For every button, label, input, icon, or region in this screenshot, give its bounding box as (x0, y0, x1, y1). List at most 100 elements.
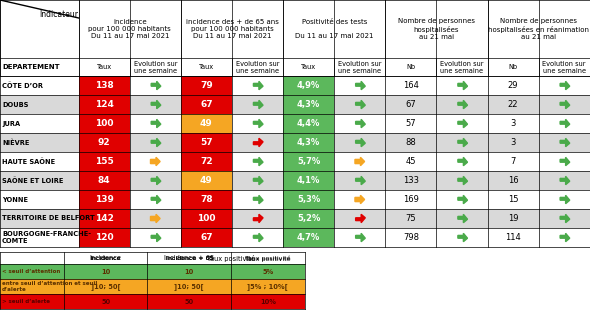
Text: Taux positivité: Taux positivité (245, 256, 290, 262)
Text: Nombre de personnes
hospitalisées
au 21 mai: Nombre de personnes hospitalisées au 21 … (398, 18, 475, 40)
Text: 798: 798 (403, 233, 419, 242)
Polygon shape (560, 176, 570, 185)
Polygon shape (253, 100, 263, 109)
Bar (283, 95, 334, 114)
Bar (0, 171, 590, 190)
Polygon shape (356, 176, 365, 185)
Text: 67: 67 (200, 233, 213, 242)
Bar (181, 95, 232, 114)
Text: Incidence + 65: Incidence + 65 (166, 257, 213, 262)
Text: TERRITOIRE DE BELFORT: TERRITOIRE DE BELFORT (2, 215, 95, 221)
Text: 138: 138 (95, 81, 113, 90)
Bar (0, 133, 590, 152)
Polygon shape (356, 119, 365, 128)
Bar (79, 190, 130, 209)
Text: 49: 49 (200, 176, 213, 185)
Polygon shape (560, 138, 570, 147)
Text: 142: 142 (95, 214, 113, 223)
Polygon shape (253, 233, 263, 242)
Polygon shape (560, 81, 570, 90)
Bar (0, 152, 590, 171)
Bar (283, 152, 334, 171)
Bar (79, 95, 130, 114)
Text: ]10; 50[: ]10; 50[ (91, 283, 121, 290)
Text: Taux positivité: Taux positivité (207, 255, 255, 262)
Text: Incidence: Incidence (91, 256, 121, 261)
Polygon shape (356, 138, 365, 147)
Polygon shape (151, 81, 161, 90)
Text: SAÔNE ET LOIRE: SAÔNE ET LOIRE (2, 177, 64, 184)
Bar (181, 152, 232, 171)
Text: 78: 78 (200, 195, 213, 204)
Polygon shape (253, 157, 263, 166)
Polygon shape (151, 157, 160, 166)
Polygon shape (458, 195, 467, 204)
Text: HAUTE SAÔNE: HAUTE SAÔNE (2, 158, 55, 165)
Polygon shape (253, 119, 263, 128)
Text: 100: 100 (95, 119, 113, 128)
Text: 124: 124 (95, 100, 113, 109)
Bar (283, 114, 334, 133)
Bar (0, 209, 590, 228)
Bar (79, 76, 130, 95)
Text: 50: 50 (101, 298, 110, 304)
Text: Taux: Taux (97, 64, 112, 70)
Polygon shape (355, 157, 365, 166)
Bar (79, 152, 130, 171)
Polygon shape (355, 195, 365, 204)
Bar (0, 190, 590, 209)
Polygon shape (253, 195, 263, 204)
Text: DOUBS: DOUBS (2, 102, 28, 108)
Polygon shape (458, 119, 467, 128)
Polygon shape (151, 195, 161, 204)
Bar (283, 171, 334, 190)
Bar (79, 228, 130, 247)
Text: Incidence + 65: Incidence + 65 (166, 256, 213, 261)
Text: Indicateur: Indicateur (40, 10, 79, 19)
Bar (181, 133, 232, 152)
Text: 5,2%: 5,2% (297, 214, 320, 223)
Text: ]10; 50[: ]10; 50[ (175, 283, 204, 290)
Text: ]5% ; 10%[: ]5% ; 10%[ (247, 283, 288, 290)
Text: 50: 50 (185, 298, 194, 304)
Text: 114: 114 (505, 233, 521, 242)
Text: 133: 133 (403, 176, 419, 185)
Text: NIÈVRE: NIÈVRE (2, 139, 29, 146)
Text: Incidence + 65: Incidence + 65 (164, 255, 214, 261)
Text: 79: 79 (200, 81, 213, 90)
Polygon shape (458, 233, 467, 242)
Text: 92: 92 (98, 138, 110, 147)
Text: 4,3%: 4,3% (297, 138, 320, 147)
Text: Positivité des tests

Du 11 au 17 mai 2021: Positivité des tests Du 11 au 17 mai 202… (295, 19, 373, 39)
Bar (181, 209, 232, 228)
Text: Incidence: Incidence (89, 255, 122, 261)
Polygon shape (560, 119, 570, 128)
Text: Evolution sur
une semaine: Evolution sur une semaine (440, 60, 484, 73)
Text: Evolution sur
une semaine: Evolution sur une semaine (338, 60, 382, 73)
Text: Nombre de personnes
hospitalisées en réanimation
au 21 mai: Nombre de personnes hospitalisées en réa… (488, 18, 589, 40)
Text: BOURGOGNE-FRANCHE-
COMTE: BOURGOGNE-FRANCHE- COMTE (2, 231, 91, 244)
Polygon shape (458, 138, 467, 147)
Polygon shape (151, 138, 161, 147)
Text: 5,3%: 5,3% (297, 195, 320, 204)
Text: > seuil d’alerte: > seuil d’alerte (2, 299, 50, 304)
Text: CÔTE D’OR: CÔTE D’OR (2, 82, 43, 89)
Bar (0, 76, 590, 95)
Polygon shape (458, 100, 467, 109)
Text: 4,9%: 4,9% (297, 81, 320, 90)
Polygon shape (151, 233, 161, 242)
Polygon shape (253, 176, 263, 185)
Text: 29: 29 (508, 81, 518, 90)
Text: 10: 10 (185, 269, 194, 275)
Text: 3: 3 (511, 119, 516, 128)
Bar (283, 190, 334, 209)
Text: 72: 72 (200, 157, 213, 166)
Text: Taux: Taux (199, 64, 214, 70)
Bar (79, 133, 130, 152)
Text: incidence
pour 100 000 habitants
Du 11 au 17 mai 2021: incidence pour 100 000 habitants Du 11 a… (88, 19, 171, 39)
Polygon shape (458, 157, 467, 166)
Text: 75: 75 (406, 214, 416, 223)
Text: incidence des + de 65 ans
pour 100 000 habitants
Du 11 au 17 mai 2021: incidence des + de 65 ans pour 100 000 h… (185, 19, 278, 39)
Text: Nb: Nb (509, 64, 518, 70)
Text: 4,1%: 4,1% (297, 176, 320, 185)
